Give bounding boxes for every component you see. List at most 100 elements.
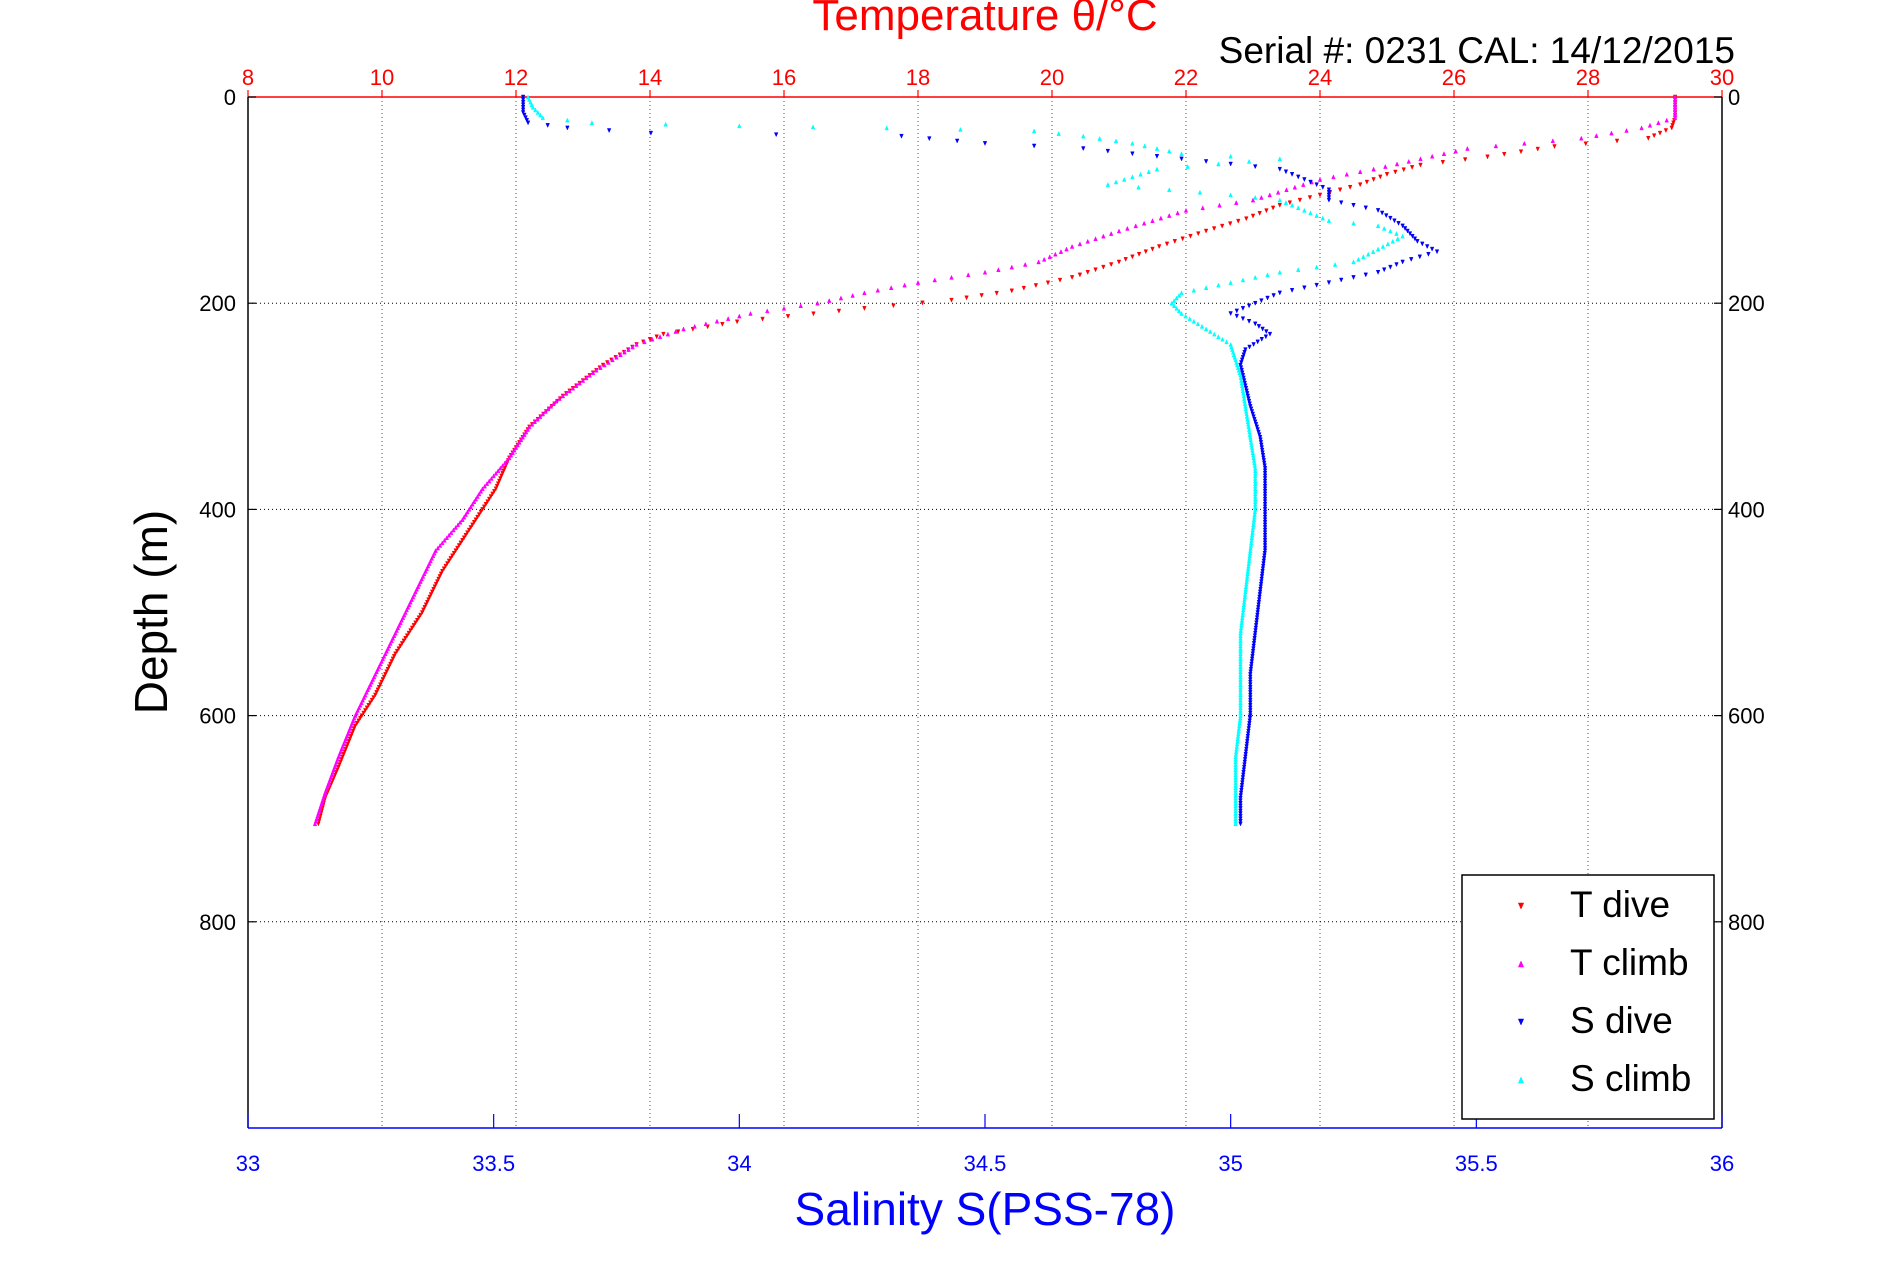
data-point: [1405, 228, 1410, 234]
data-point: [487, 478, 492, 484]
data-point: [525, 426, 530, 432]
data-point: [1388, 228, 1393, 234]
data-point: [915, 279, 921, 285]
data-point: [522, 112, 527, 118]
data-point: [1093, 236, 1098, 242]
legend-label: T dive: [1570, 884, 1670, 925]
salinity-tick-label: 35: [1218, 1151, 1242, 1176]
data-point: [1262, 532, 1268, 538]
data-point: [1245, 733, 1251, 739]
data-point: [594, 367, 599, 373]
data-point: [1382, 225, 1387, 231]
legend-marker: [1517, 960, 1525, 968]
data-point: [426, 597, 431, 603]
data-point: [1248, 695, 1253, 701]
data-point: [1262, 517, 1268, 523]
data-point: [647, 337, 653, 342]
data-point: [1394, 161, 1400, 167]
data-point: [404, 633, 410, 639]
data-point: [1081, 133, 1086, 139]
data-point: [1245, 391, 1250, 397]
data-point: [497, 478, 502, 484]
data-point: [1262, 538, 1268, 543]
salinity-tick-label: 35.5: [1455, 1151, 1498, 1176]
data-point: [1262, 535, 1268, 541]
data-point: [492, 489, 497, 494]
depth-tick-label-left: 800: [199, 910, 236, 935]
data-point: [1200, 205, 1205, 211]
data-point: [927, 136, 932, 142]
data-point: [1238, 806, 1243, 811]
serial-cal-label: Serial #: 0231 CAL: 14/12/2015: [1219, 30, 1735, 71]
data-point: [1262, 501, 1268, 507]
data-point: [954, 138, 960, 144]
data-point: [455, 522, 461, 528]
data-point: [1154, 154, 1160, 159]
data-point: [493, 470, 499, 476]
data-point: [448, 556, 453, 561]
data-point: [622, 349, 627, 355]
data-point: [451, 527, 456, 533]
data-point: [1108, 230, 1114, 236]
data-point: [349, 731, 355, 737]
data-point: [1176, 308, 1182, 314]
data-point: [1021, 285, 1027, 291]
data-point: [1344, 171, 1349, 177]
data-point: [1259, 576, 1264, 582]
data-point: [889, 285, 894, 290]
data-point: [1289, 202, 1295, 208]
data-point: [1264, 329, 1269, 335]
data-point: [1283, 169, 1289, 175]
data-point: [1239, 782, 1245, 788]
data-point: [1440, 160, 1446, 165]
data-point: [1418, 162, 1423, 168]
data-point: [520, 434, 525, 440]
data-point: [1260, 326, 1265, 332]
data-point: [1255, 612, 1260, 618]
data-point: [463, 532, 468, 538]
data-point: [457, 519, 463, 525]
data-point: [1256, 602, 1261, 608]
data-point: [1243, 386, 1249, 391]
data-point: [634, 341, 639, 347]
data-point: [523, 429, 529, 435]
data-point: [1169, 300, 1174, 306]
data-point: [1257, 211, 1262, 216]
data-point: [535, 109, 541, 115]
data-point: [734, 319, 740, 325]
data-point: [692, 323, 697, 329]
data-point: [1363, 205, 1368, 211]
data-point: [1174, 295, 1179, 301]
depth-axis-label: Depth (m): [125, 510, 177, 714]
data-point: [657, 334, 663, 339]
data-point: [1116, 259, 1122, 265]
data-point: [500, 471, 505, 476]
data-point: [1262, 553, 1267, 559]
data-point: [446, 558, 452, 564]
data-point: [1262, 473, 1268, 479]
data-point: [1023, 261, 1028, 267]
data-point: [373, 692, 378, 698]
data-point: [1136, 184, 1141, 190]
data-point: [336, 764, 341, 770]
data-point: [1246, 318, 1252, 324]
data-point: [1248, 705, 1253, 711]
temperature-tick-label: 16: [772, 65, 796, 90]
data-point: [1136, 251, 1142, 257]
depth-tick-label-left: 400: [199, 497, 236, 522]
data-point: [1241, 352, 1246, 358]
data-point: [1262, 550, 1267, 556]
data-point: [1077, 272, 1083, 278]
data-point: [1361, 254, 1366, 260]
temperature-tick-label: 14: [638, 65, 662, 90]
data-point: [1247, 718, 1252, 724]
data-point: [589, 120, 595, 126]
data-point: [1262, 545, 1268, 551]
data-point: [1351, 259, 1356, 265]
temperature-tick-label: 10: [370, 65, 394, 90]
data-point: [1441, 151, 1447, 156]
data-point: [1031, 128, 1037, 134]
data-point: [1253, 164, 1258, 170]
data-point: [1130, 254, 1135, 260]
data-point: [1267, 331, 1273, 337]
